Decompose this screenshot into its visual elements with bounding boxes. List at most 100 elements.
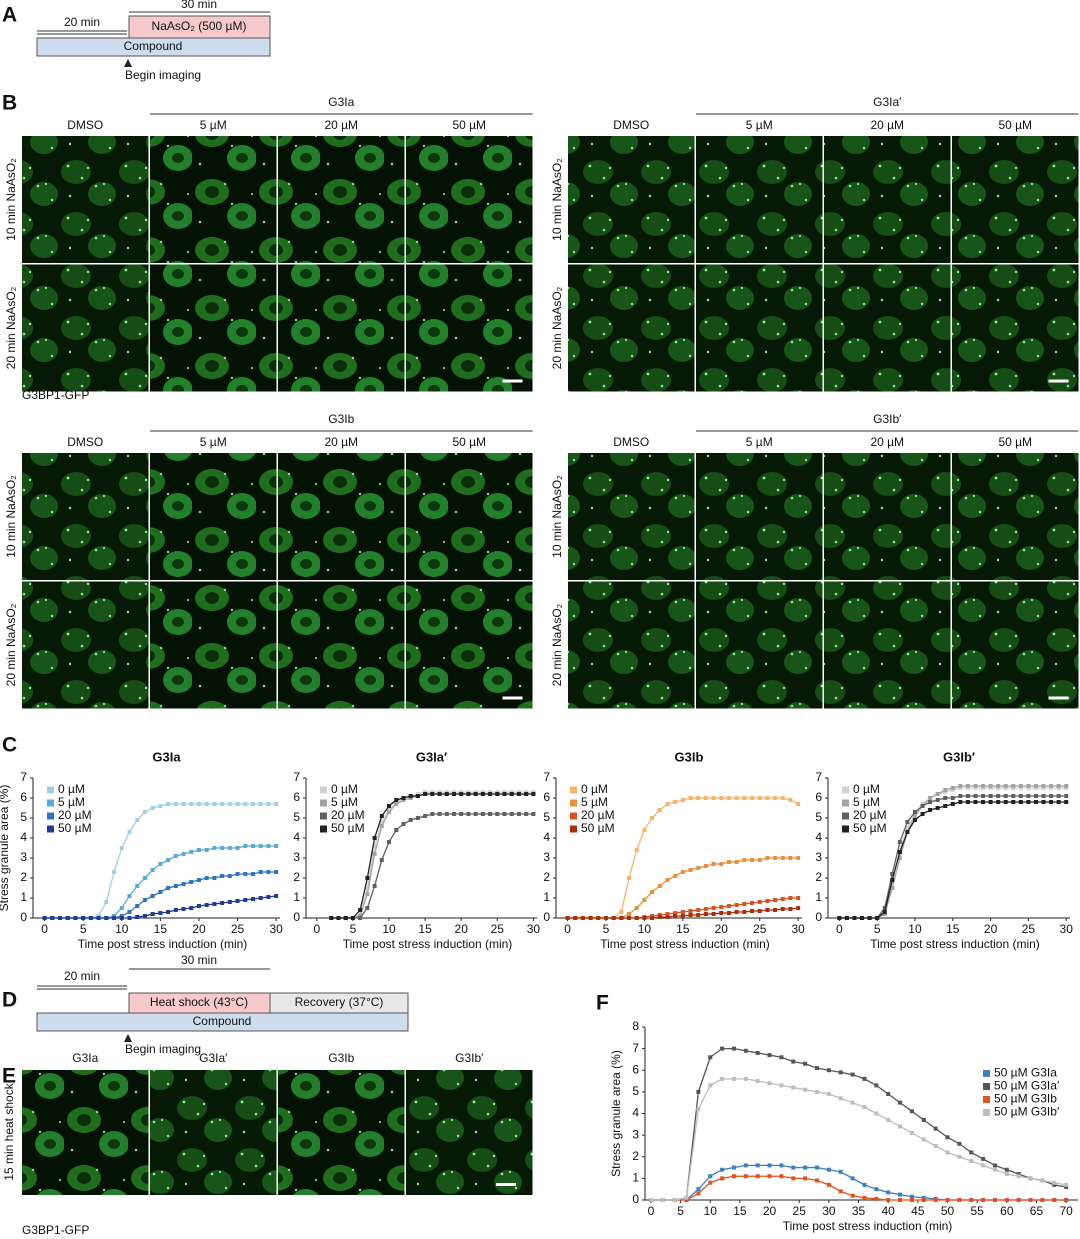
data-point bbox=[734, 910, 739, 914]
data-point bbox=[815, 1089, 820, 1094]
data-point bbox=[634, 848, 639, 852]
data-point bbox=[992, 1198, 997, 1202]
data-point bbox=[973, 800, 978, 804]
data-point bbox=[274, 894, 279, 898]
column-label: 5 µM bbox=[746, 118, 773, 132]
legend-swatch bbox=[983, 1096, 990, 1103]
data-point bbox=[627, 876, 632, 880]
data-point bbox=[882, 910, 887, 914]
y-tick-label: 7 bbox=[293, 770, 300, 784]
data-point bbox=[1052, 1180, 1057, 1185]
data-point bbox=[1018, 784, 1023, 788]
data-point bbox=[204, 802, 209, 806]
data-point bbox=[387, 810, 392, 814]
row-label: 15 min heat shock bbox=[2, 1082, 16, 1180]
row-label: 10 min NaAsO₂ bbox=[4, 475, 18, 558]
data-point bbox=[862, 1105, 867, 1110]
data-point bbox=[909, 1130, 914, 1135]
data-point bbox=[992, 1163, 997, 1168]
panel-letter: D bbox=[2, 989, 17, 1012]
column-label: 20 µM bbox=[870, 435, 904, 449]
data-point bbox=[65, 916, 70, 920]
data-point bbox=[372, 852, 377, 856]
data-point bbox=[650, 816, 655, 820]
data-point bbox=[882, 906, 887, 910]
data-point bbox=[466, 812, 471, 816]
arrow bbox=[124, 1034, 132, 1042]
chart-title: G3Ib bbox=[675, 749, 704, 764]
data-point bbox=[1004, 1167, 1009, 1172]
data-point bbox=[1004, 1172, 1009, 1177]
column-label: 50 µM bbox=[998, 435, 1032, 449]
column-label: 5 µM bbox=[200, 435, 227, 449]
legend-swatch bbox=[983, 1083, 990, 1090]
x-tick-label: 15 bbox=[418, 922, 432, 936]
data-point bbox=[680, 870, 685, 874]
data-point bbox=[212, 802, 217, 806]
data-point bbox=[1018, 800, 1023, 804]
data-point bbox=[742, 902, 747, 906]
data-point bbox=[933, 1143, 938, 1148]
data-point bbox=[755, 1079, 760, 1084]
data-point bbox=[1018, 794, 1023, 798]
data-point bbox=[173, 884, 178, 888]
data-point bbox=[734, 860, 739, 864]
column-label: 5 µM bbox=[746, 435, 773, 449]
data-point bbox=[1016, 1174, 1021, 1179]
legend-label: 0 µM bbox=[853, 782, 880, 796]
label: Begin imaging bbox=[125, 68, 201, 82]
data-point bbox=[648, 1198, 653, 1202]
data-point bbox=[50, 916, 55, 920]
data-point bbox=[765, 796, 770, 800]
data-point bbox=[387, 804, 392, 808]
data-point bbox=[921, 1137, 926, 1142]
x-tick-label: 5 bbox=[874, 922, 881, 936]
data-point bbox=[780, 856, 785, 860]
micrograph bbox=[568, 136, 695, 263]
data-point bbox=[912, 810, 917, 814]
row-label: 10 min NaAsO₂ bbox=[550, 158, 564, 241]
data-point bbox=[1064, 794, 1069, 798]
data-point bbox=[988, 794, 993, 798]
data-point bbox=[1004, 1198, 1009, 1202]
data-point bbox=[912, 818, 917, 822]
column-label: 50 µM bbox=[452, 118, 486, 132]
x-tick-label: 55 bbox=[970, 1204, 984, 1218]
stain-label: G3BP1-GFP bbox=[22, 1223, 89, 1237]
data-point bbox=[909, 1194, 914, 1199]
data-point bbox=[1064, 800, 1069, 804]
data-point bbox=[950, 796, 955, 800]
data-point bbox=[921, 1117, 926, 1122]
data-point bbox=[765, 899, 770, 903]
data-point bbox=[988, 784, 993, 788]
data-point bbox=[921, 1198, 926, 1202]
x-tick-label: 50 bbox=[941, 1204, 955, 1218]
data-point bbox=[135, 904, 140, 908]
panel-letter: E bbox=[2, 1065, 16, 1088]
data-point bbox=[743, 1163, 748, 1168]
x-tick-label: 35 bbox=[852, 1204, 866, 1218]
x-tick-label: 25 bbox=[491, 922, 505, 936]
data-point bbox=[258, 896, 263, 900]
data-point bbox=[696, 866, 701, 870]
data-point bbox=[838, 1169, 843, 1174]
data-point bbox=[703, 796, 708, 800]
y-tick-label: 7 bbox=[543, 770, 550, 784]
data-point bbox=[905, 826, 910, 830]
y-tick-label: 1 bbox=[20, 890, 27, 904]
data-point bbox=[524, 812, 529, 816]
data-point bbox=[743, 1174, 748, 1179]
data-point bbox=[181, 882, 186, 886]
data-point bbox=[696, 796, 701, 800]
data-point bbox=[196, 904, 201, 908]
data-point bbox=[258, 844, 263, 848]
data-point bbox=[826, 1092, 831, 1097]
data-point bbox=[657, 808, 662, 812]
y-tick-label: 7 bbox=[815, 770, 822, 784]
data-point bbox=[886, 1190, 891, 1195]
legend-label: 50 µM G3Ia′ bbox=[994, 1079, 1060, 1093]
data-point bbox=[104, 900, 109, 904]
data-point bbox=[874, 1111, 879, 1116]
data-point bbox=[81, 916, 86, 920]
